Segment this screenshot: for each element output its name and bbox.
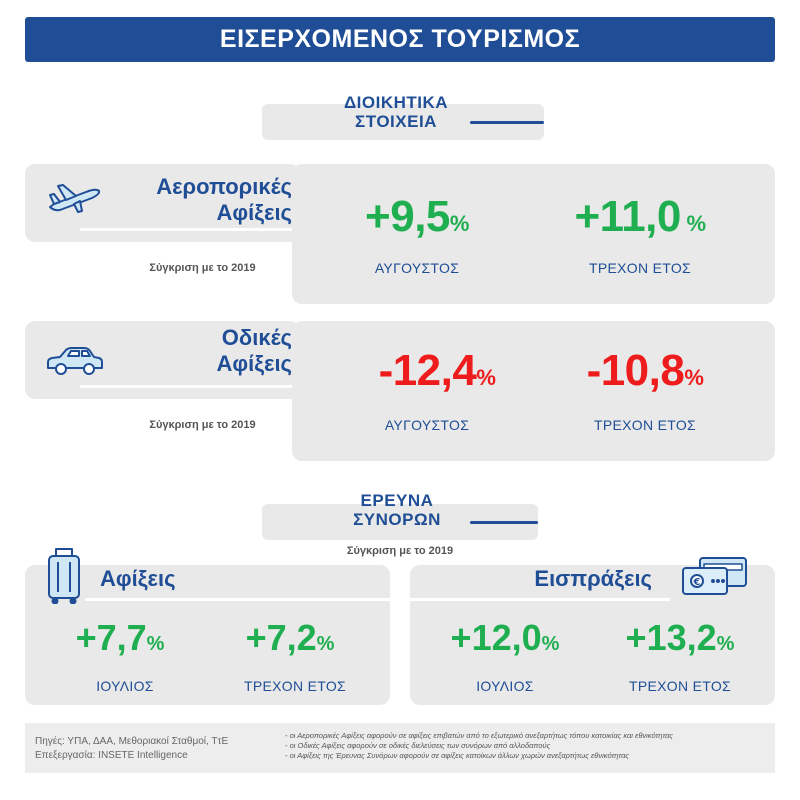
survey-title-line1: ΕΡΕΥΝΑ [360, 491, 434, 510]
svg-text:€: € [693, 577, 701, 588]
survey-arrivals-month-value: +7,7% [40, 617, 200, 659]
road-month-number: -12,4 [378, 346, 477, 395]
road-arrivals-label: Οδικές Αφίξεις [110, 325, 292, 377]
footer-note: - οι Αφίξεις της Έρευνας Συνόρων αφορούν… [285, 751, 630, 760]
road-month-unit: % [476, 365, 496, 390]
footer-note: - οι Αεροπορικές Αφίξεις αφορούν σε αφίξ… [285, 731, 674, 740]
survey-arrivals-label: Αφίξεις [100, 566, 176, 591]
footer-sources: Πηγές: ΥΠΑ, ΔΑΑ, Μεθοριακοί Σταθμοί, ΤτΕ… [35, 735, 275, 763]
air-ytd-number: +11,0 [574, 192, 681, 241]
survey-arrivals-month-label: ΙΟΥΛΙΟΣ [96, 678, 154, 694]
air-label-line1: Αεροπορικές [156, 174, 292, 199]
air-ytd-label: ΤΡΕΧΟΝ ΕΤΟΣ [589, 260, 691, 276]
car-icon [47, 347, 103, 375]
road-month-label: ΑΥΓΟΥΣΤΟΣ [384, 417, 470, 433]
survey-section-title: ΕΡΕΥΝΑ ΣΥΝΟΡΩΝ [322, 491, 472, 529]
footer-notes: - οι Αεροπορικές Αφίξεις αφορούν σε αφίξ… [285, 731, 770, 761]
survey-receipts-month-unit: % [541, 633, 560, 655]
survey-receipts-ytd-unit: % [716, 633, 735, 655]
air-month-number: +9,5 [365, 192, 450, 241]
survey-title-underline [470, 521, 538, 524]
air-month-label: ΑΥΓΟΥΣΤΟΣ [374, 260, 460, 276]
survey-receipts-month-number: +12,0 [450, 617, 542, 658]
road-label-line2: Αφίξεις [216, 351, 292, 376]
air-month-value: +9,5% [322, 192, 512, 242]
road-ytd-label: ΤΡΕΧΟΝ ΕΤΟΣ [594, 417, 696, 433]
page-title: ΕΙΣΕΡΧΟΜΕΝΟΣ ΤΟΥΡΙΣΜΟΣ [25, 17, 775, 62]
survey-receipts-ytd-label: ΤΡΕΧΟΝ ΕΤΟΣ [629, 678, 731, 694]
survey-receipts-month-label: ΙΟΥΛΙΟΣ [476, 678, 534, 694]
survey-receipts-divider [410, 598, 670, 601]
air-arrivals-panel [292, 164, 775, 304]
road-divider [80, 385, 292, 388]
survey-receipts-month-value: +12,0% [420, 617, 590, 659]
survey-arrivals-ytd-label: ΤΡΕΧΟΝ ΕΤΟΣ [244, 678, 346, 694]
suitcase-icon [48, 548, 80, 604]
footer-sources-text: Πηγές: ΥΠΑ, ΔΑΑ, Μεθοριακοί Σταθμοί, ΤτΕ [35, 736, 229, 747]
road-month-value: -12,4% [342, 346, 532, 396]
survey-arrivals-panel [25, 565, 390, 705]
air-compare-note: Σύγκριση με το 2019 [149, 262, 256, 274]
survey-arrivals-month-unit: % [146, 633, 165, 655]
air-divider [80, 228, 292, 231]
road-compare-note: Σύγκριση με το 2019 [149, 419, 256, 431]
air-arrivals-label: Αεροπορικές Αφίξεις [110, 174, 292, 226]
road-ytd-value: -10,8% [550, 346, 740, 396]
survey-arrivals-month-number: +7,7 [75, 617, 147, 658]
footer-processing-text: Επεξεργασία: INSETE Intelligence [35, 750, 188, 761]
survey-compare-note: Σύγκριση με το 2019 [346, 545, 454, 557]
airplane-icon [49, 184, 101, 213]
survey-arrivals-divider [85, 598, 390, 601]
credit-card-icon: € [682, 557, 747, 595]
survey-title-line2: ΣΥΝΟΡΩΝ [353, 510, 441, 529]
admin-section-title: ΔΙΟΙΚΗΤΙΚΑ ΣΤΟΙΧΕΙΑ [318, 93, 474, 131]
survey-arrivals-ytd-number: +7,2 [245, 617, 317, 658]
air-month-unit: % [449, 211, 470, 236]
road-ytd-number: -10,8 [586, 346, 685, 395]
air-label-line2: Αφίξεις [216, 200, 292, 225]
road-label-line1: Οδικές [221, 325, 292, 350]
survey-receipts-ytd-value: +13,2% [595, 617, 765, 659]
survey-arrivals-ytd-value: +7,2% [210, 617, 370, 659]
road-arrivals-panel [292, 321, 775, 461]
footer [25, 723, 775, 773]
survey-receipts-ytd-number: +13,2 [625, 617, 717, 658]
air-ytd-unit-symbol: % [686, 211, 706, 236]
road-ytd-unit: % [684, 365, 704, 390]
survey-receipts-label: Εισπράξεις [534, 566, 652, 591]
admin-title-underline [470, 121, 544, 124]
footer-note: - οι Οδικές Αφίξεις αφορούν σε οδικές δι… [285, 741, 551, 750]
air-ytd-unit: % [681, 211, 706, 236]
admin-title-line2: ΣΤΟΙΧΕΙΑ [355, 112, 437, 131]
admin-title-line1: ΔΙΟΙΚΗΤΙΚΑ [343, 93, 449, 112]
air-ytd-value: +11,0 % [545, 192, 735, 242]
survey-arrivals-ytd-unit: % [316, 633, 335, 655]
